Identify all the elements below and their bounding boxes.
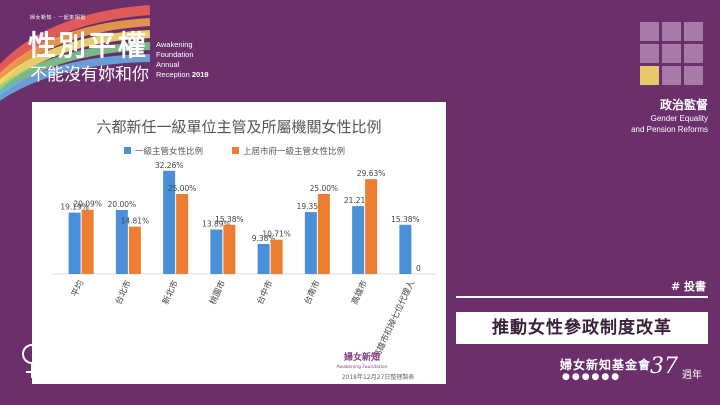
event-name: Awakening Foundation Annual Reception 20… (156, 40, 209, 80)
bar-blue (163, 170, 176, 274)
bar-orange (128, 226, 141, 274)
rainbow-decoration (0, 5, 150, 101)
bar-blue (115, 210, 128, 274)
header-tagline: 婦女新知 · 一起來相挺 (30, 15, 86, 21)
bar-blue (304, 212, 317, 274)
x-tick-label: 台南市 (302, 278, 323, 306)
event-line: Annual (156, 60, 180, 69)
chart-title: 六都新任一級單位主管及所屬機關女性比例 (96, 118, 381, 136)
data-label: 19.35% (297, 202, 326, 211)
data-label: 25.00% (310, 184, 339, 193)
legend-label: 一級主管女性比例 (135, 146, 203, 157)
bar-chart: 六都新任一級單位主管及所屬機關女性比例 一級主管女性比例 上屆市府一級主管女性比… (52, 118, 436, 381)
data-label: 32.26% (155, 161, 184, 170)
divider (456, 296, 708, 298)
bar-orange (365, 179, 378, 274)
x-tick-label: 新北市 (160, 278, 181, 306)
data-label: 21.21% (344, 196, 373, 205)
bar-blue (399, 224, 412, 274)
event-year: 2019 (191, 70, 209, 79)
x-tick-label: 桃園市 (207, 278, 228, 306)
data-label: 10.71% (262, 230, 291, 239)
data-label: 15.38% (215, 215, 244, 224)
anniversary-number: 37 (650, 354, 678, 379)
data-label: 0 (416, 264, 421, 273)
data-label: 20.00% (108, 200, 137, 209)
anniversary-badge: 婦女新知基金會 ●●●●●● 37 週年 (560, 352, 710, 384)
anniversary-unit: 週年 (682, 370, 702, 381)
logo-text: 婦女新知 (343, 351, 380, 363)
bar-blue (68, 212, 81, 274)
decorative-dots: ●●●●●● (562, 372, 622, 382)
page-title: 性別平權 (28, 29, 149, 62)
x-tick-label: 高雄市扣掉七位代理人 (371, 278, 417, 360)
event-line: Reception 2019 (156, 70, 209, 79)
data-label: 14.81% (121, 217, 150, 226)
bar-blue (210, 229, 223, 274)
bar-orange (176, 194, 189, 274)
bar-orange (270, 239, 283, 274)
topic-label: 政治監督 (659, 98, 708, 112)
bar-blue (352, 206, 365, 274)
bar-orange (223, 224, 236, 274)
foundation-logo: 婦女新知 Awakening Foundation 2018年12月27日整理製… (337, 351, 415, 381)
data-label: 9.38% (252, 234, 276, 243)
bar-orange (81, 209, 94, 274)
x-tick-label: 平均 (69, 279, 86, 299)
data-label: 25.00% (168, 184, 197, 193)
legend-swatch-blue (124, 147, 131, 154)
chart-note: 2018年12月27日整理製表 (342, 373, 415, 381)
topic-label-en: Gender Equality and Pension Reforms (631, 114, 708, 134)
article-title: 推動女性參政制度改革 (456, 312, 708, 344)
event-line: Foundation (156, 50, 194, 59)
legend-label: 上屆市府一級主管女性比例 (243, 146, 345, 157)
x-tick-label: 台北市 (113, 278, 134, 306)
page-subtitle: 不能沒有妳和你 (30, 65, 149, 85)
female-symbol-icon (22, 344, 42, 378)
logo-subtext: Awakening Foundation (337, 364, 388, 370)
legend-swatch-orange (232, 147, 239, 154)
foundation-name: 婦女新知基金會 (560, 358, 652, 372)
data-label: 20.09% (73, 200, 102, 209)
data-label: 15.38% (391, 215, 420, 224)
x-tick-label: 高雄市 (349, 278, 370, 306)
x-tick-label: 台中市 (255, 278, 276, 306)
chart-panel: 六都新任一級單位主管及所屬機關女性比例 一級主管女性比例 上屆市府一級主管女性比… (32, 102, 446, 384)
hashtag-label: # 投書 (670, 280, 706, 293)
event-line: Awakening (156, 40, 193, 49)
bar-orange (317, 194, 330, 274)
data-label: 13.89% (202, 220, 231, 229)
data-label: 19.19% (60, 203, 89, 212)
bar-blue (257, 243, 270, 274)
data-label: 29.63% (357, 169, 386, 178)
grid-logo-icon (640, 22, 708, 85)
